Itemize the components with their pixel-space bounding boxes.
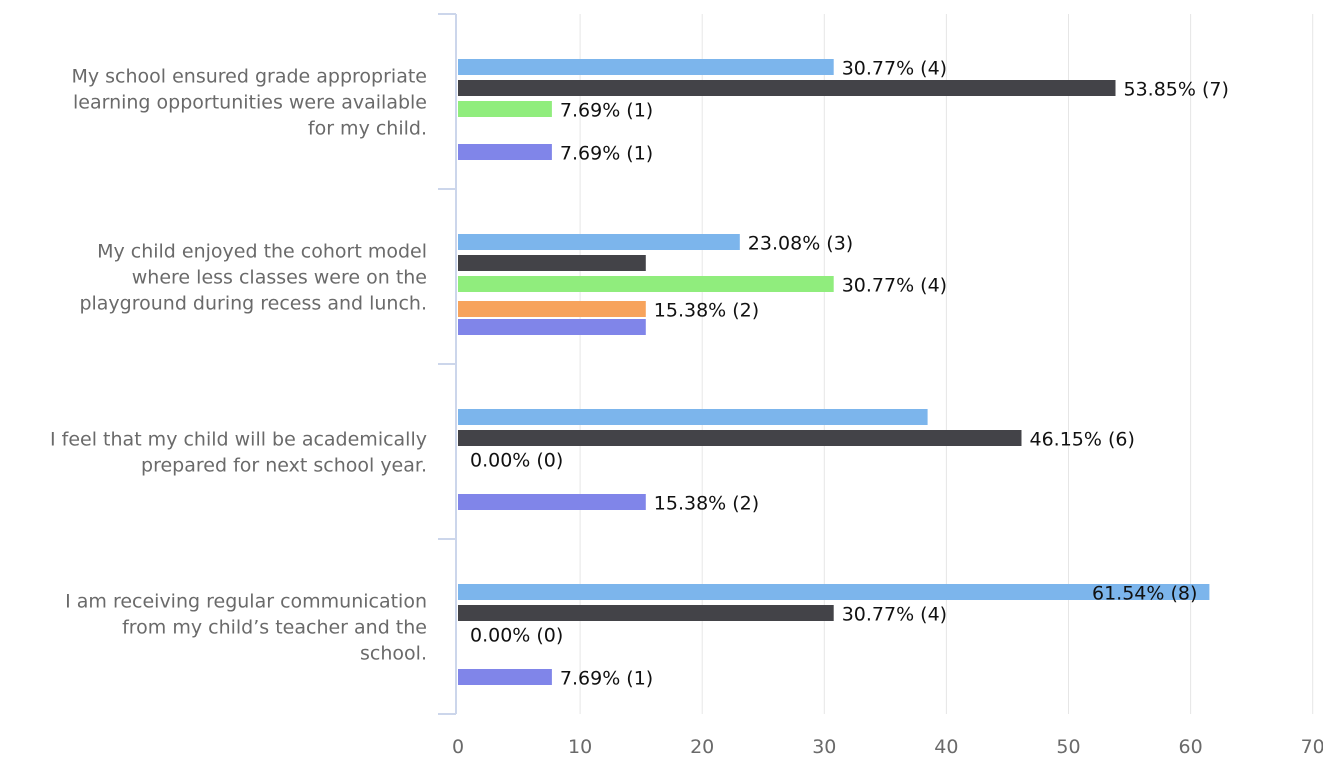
category-label: I feel that my child will be academicall… [50, 429, 427, 477]
category-label: I am receiving regular communication from… [65, 591, 427, 665]
data-label: 7.69% (1) [560, 143, 653, 165]
category-label-line: for my child. [308, 118, 427, 140]
data-label: 23.08% (3) [748, 233, 853, 255]
category-label-line: My school ensured grade appropriate [71, 66, 427, 88]
category-label-line: where less classes were on the [132, 267, 427, 289]
category-label-line: prepared for next school year. [141, 455, 427, 477]
data-label: 15.38% (2) [654, 493, 759, 515]
data-label: 7.69% (1) [560, 668, 653, 690]
bar [458, 584, 1210, 600]
bar [458, 301, 646, 317]
bar [458, 494, 646, 510]
category-label: My child enjoyed the cohort model where l… [79, 241, 427, 315]
x-tick-label: 20 [690, 736, 714, 757]
bar [458, 80, 1116, 96]
bar [458, 144, 552, 160]
bar [458, 276, 834, 292]
data-label: 30.77% (4) [842, 604, 947, 626]
category-label-line: I am receiving regular communication [65, 591, 427, 613]
category-label-line: playground during recess and lunch. [79, 293, 427, 315]
bar [458, 234, 740, 250]
category-label: My school ensured grade appropriate learn… [71, 66, 427, 140]
data-label: 30.77% (4) [842, 58, 947, 80]
bar [458, 409, 928, 425]
data-label: 0.00% (0) [470, 450, 563, 472]
data-label: 30.77% (4) [842, 275, 947, 297]
data-label: 15.38% (2) [654, 300, 759, 322]
category-label-line: school. [360, 643, 427, 665]
data-label: 61.54% (8) [1092, 583, 1197, 605]
category-label-line: learning opportunities were available [73, 92, 427, 114]
data-label: 7.69% (1) [560, 100, 653, 122]
x-tick-label: 60 [1179, 736, 1203, 757]
category-label-line: I feel that my child will be academicall… [50, 429, 427, 451]
data-label: 46.15% (6) [1029, 429, 1134, 451]
x-tick-label: 70 [1301, 736, 1323, 757]
x-tick-label: 40 [934, 736, 958, 757]
bar [458, 101, 552, 117]
data-label: 53.85% (7) [1124, 79, 1229, 101]
data-label: 0.00% (0) [470, 625, 563, 647]
x-tick-label: 10 [568, 736, 592, 757]
category-label-line: My child enjoyed the cohort model [97, 241, 427, 263]
x-tick-label: 30 [812, 736, 836, 757]
x-tick-label: 0 [452, 736, 464, 757]
category-label-line: from my child’s teacher and the [122, 617, 427, 639]
bar [458, 430, 1022, 446]
bar [458, 255, 646, 271]
x-tick-label: 50 [1056, 736, 1080, 757]
bar [458, 669, 552, 685]
bar [458, 319, 646, 335]
bar [458, 605, 834, 621]
bar [458, 59, 834, 75]
